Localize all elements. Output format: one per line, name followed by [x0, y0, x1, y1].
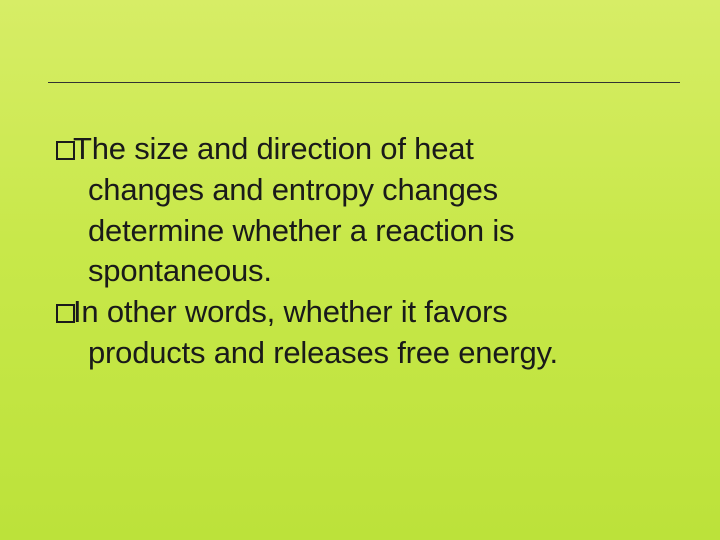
slide-content: The size and direction of heat changes a…	[56, 130, 672, 375]
bullet-2-first-word: In	[73, 294, 98, 329]
bullet-1-rest-line1: size and direction of heat	[126, 131, 474, 166]
bullet-1-line3: determine whether a reaction is	[88, 212, 672, 251]
slide: The size and direction of heat changes a…	[0, 0, 720, 540]
bullet-item-1: The size and direction of heat	[56, 130, 672, 169]
square-bullet-icon	[56, 141, 75, 160]
bullet-item-2: In other words, whether it favors	[56, 293, 672, 332]
bullet-1-first-word: The	[73, 131, 126, 166]
bullet-1-line2: changes and entropy changes	[88, 171, 672, 210]
bullet-1-line4: spontaneous.	[88, 252, 672, 291]
bullet-2-line2: products and releases free energy.	[88, 334, 672, 373]
bullet-2-rest-line1: other words, whether it favors	[98, 294, 507, 329]
square-bullet-icon	[56, 304, 75, 323]
horizontal-divider	[48, 82, 680, 83]
